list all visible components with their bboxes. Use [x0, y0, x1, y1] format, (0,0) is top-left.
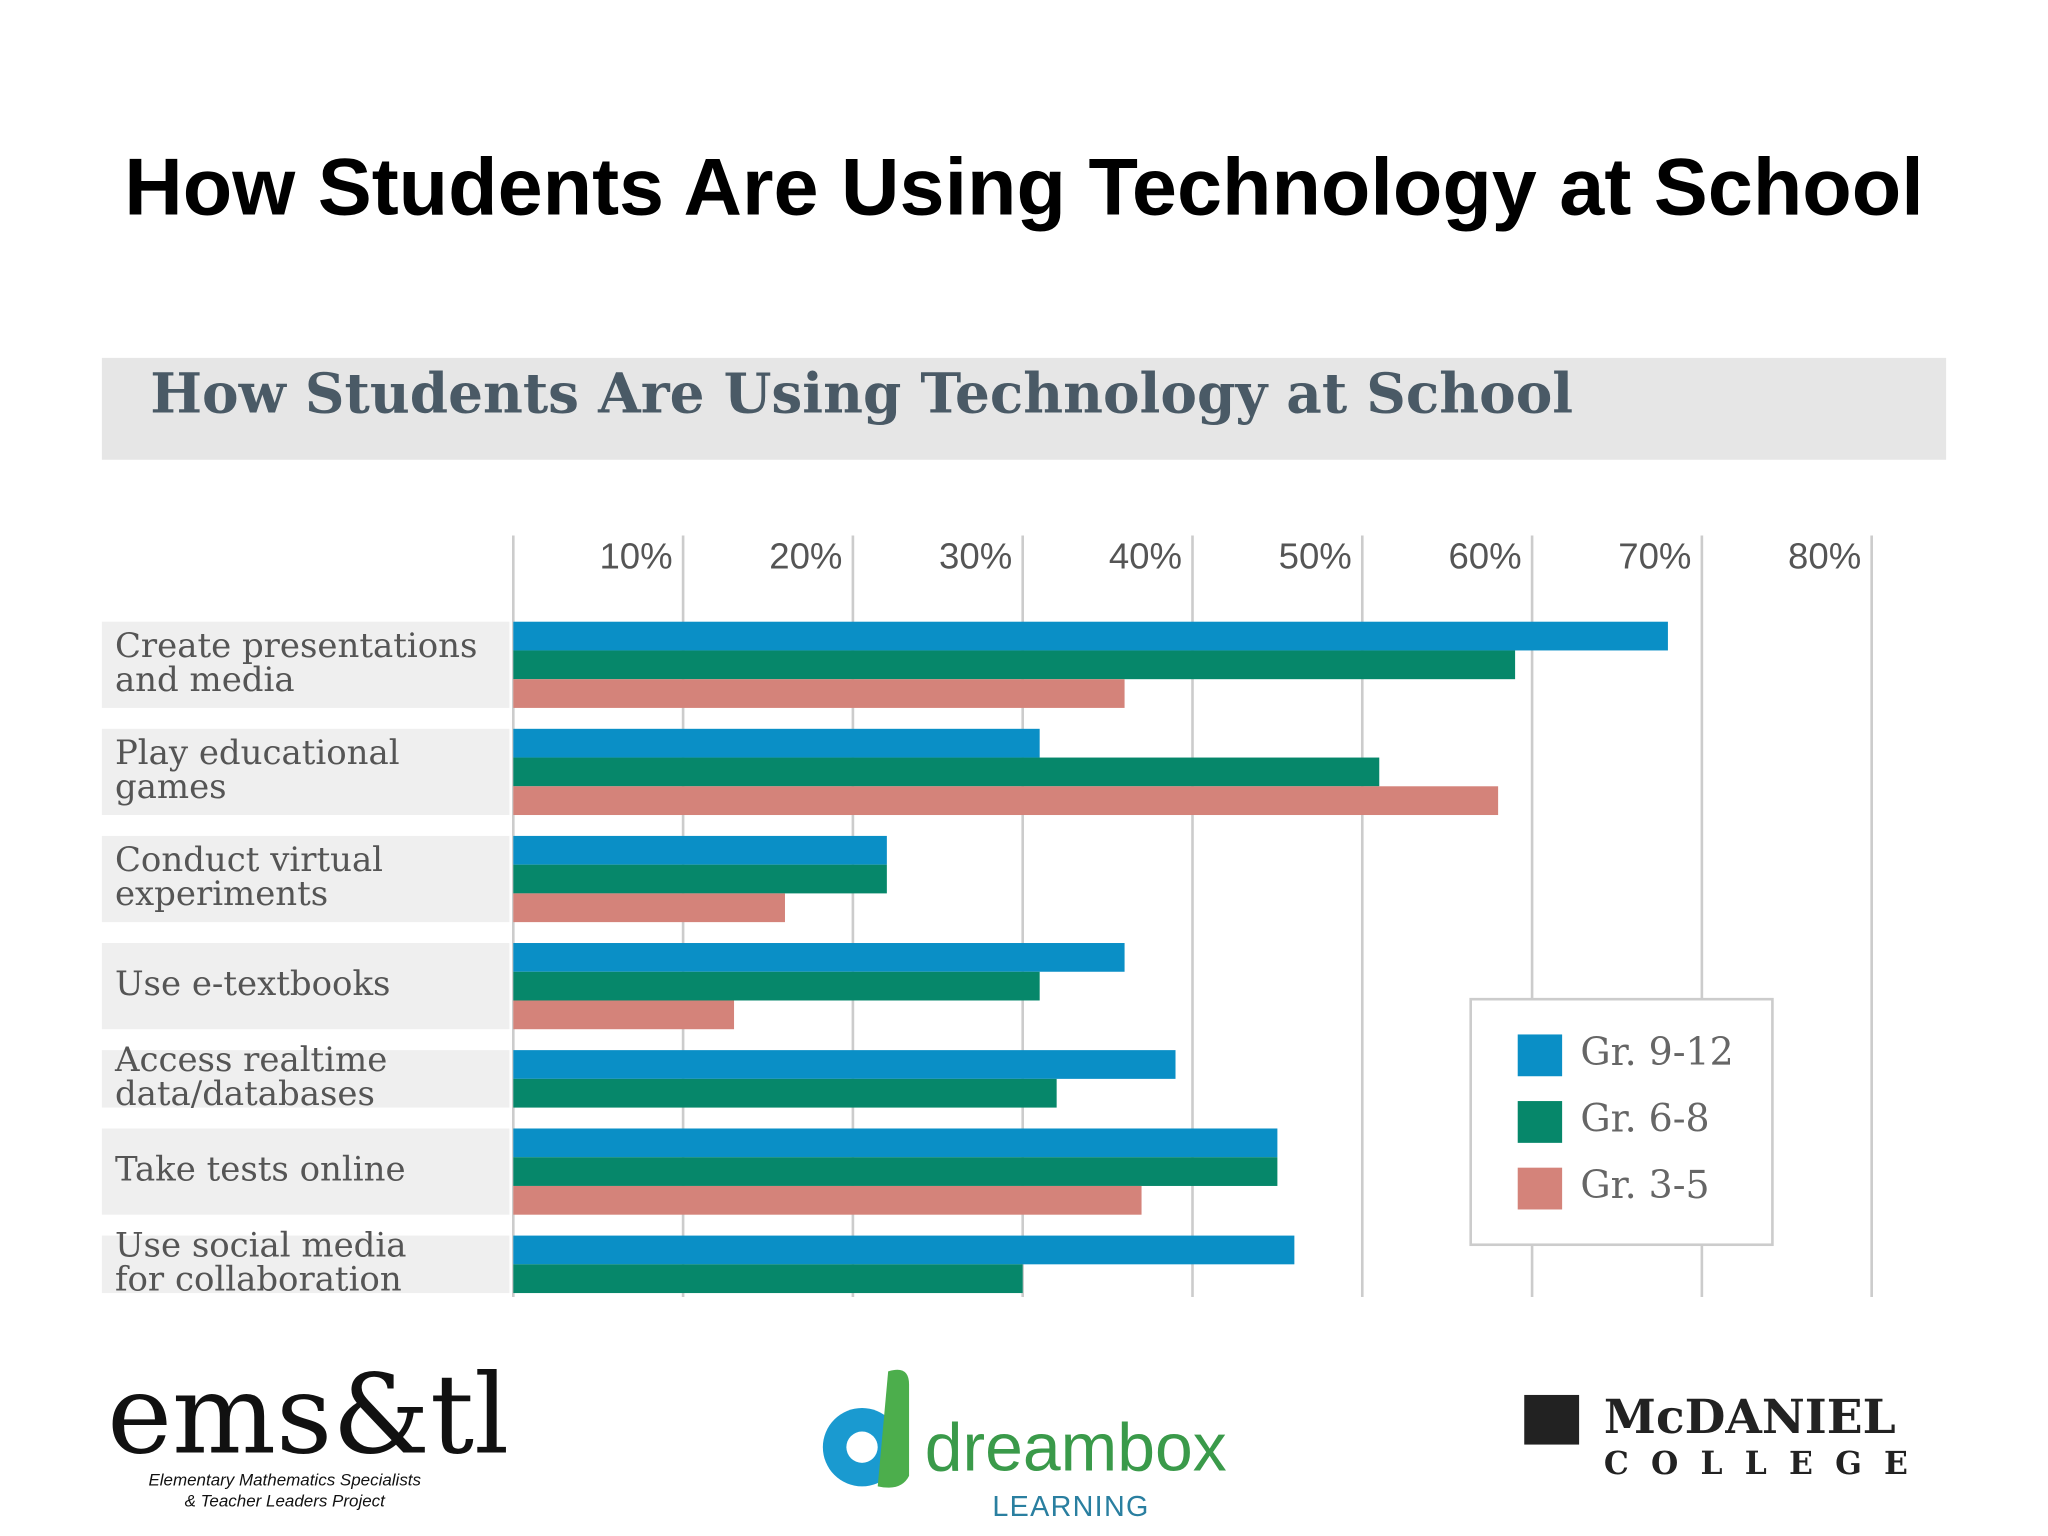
category-label: Use social media for collaboration: [115, 1225, 407, 1299]
x-tick-label: 30%: [939, 536, 1012, 577]
x-tick-label: 80%: [1788, 536, 1861, 577]
dreambox-icon: [822, 1369, 910, 1488]
x-tick-label: 10%: [599, 536, 672, 577]
category-band: [101, 728, 510, 816]
x-tick-label: 20%: [769, 536, 842, 577]
bar: [513, 864, 887, 894]
legend-swatch: [1517, 1167, 1563, 1210]
category-band: [101, 835, 510, 923]
category-band: [101, 1235, 510, 1294]
legend-label: Gr. 6-8: [1580, 1096, 1709, 1140]
bar: [513, 1157, 1278, 1186]
bar: [513, 835, 887, 865]
logo-mcdaniel: McDANIEL: [1604, 1390, 1896, 1445]
legend-swatch: [1517, 1101, 1563, 1143]
legend-label: Gr. 3-5: [1580, 1163, 1709, 1207]
bar: [513, 757, 1380, 787]
category-band: [101, 943, 510, 1030]
bar: [513, 1235, 1295, 1265]
category-label: Create presentations and media: [115, 626, 477, 700]
x-tick-label: 50%: [1279, 536, 1352, 577]
bar: [513, 1264, 1023, 1294]
category-label: Play educational games: [115, 733, 400, 807]
category-label: Use e-textbooks: [115, 964, 391, 1004]
legend-swatch: [1517, 1034, 1563, 1077]
x-tick-label: 60%: [1448, 536, 1521, 577]
bar: [513, 943, 1125, 972]
slide-title: How Students Are Using Technology at Sch…: [124, 143, 1923, 233]
bar: [513, 1128, 1278, 1158]
logo-mcdaniel-sub: COLLEGE: [1604, 1446, 1930, 1482]
bar: [513, 679, 1125, 708]
bar: [513, 893, 785, 923]
bar: [513, 1000, 735, 1030]
bar: [513, 650, 1516, 680]
category-label: Take tests online: [115, 1150, 406, 1190]
legend-label: Gr. 9-12: [1580, 1030, 1733, 1074]
bar: [513, 728, 1040, 758]
category-label: Access realtime data/databases: [114, 1040, 387, 1114]
mcdaniel-icon: [1524, 1394, 1580, 1445]
category-band: [101, 1128, 510, 1215]
logo-dreambox-sub: LEARNING: [992, 1491, 1149, 1523]
bar: [513, 1185, 1142, 1215]
bar: [513, 1078, 1057, 1108]
logo-emstl-line: & Teacher Leaders Project: [185, 1492, 387, 1511]
bar: [513, 971, 1040, 1001]
logo-dreambox: dreambox: [925, 1410, 1227, 1485]
category-band: [101, 621, 510, 708]
category-label: Conduct virtual experiments: [115, 840, 383, 914]
bar: [513, 621, 1668, 651]
category-band: [101, 1050, 510, 1108]
x-tick-label: 40%: [1109, 536, 1182, 577]
x-tick-label: 70%: [1618, 536, 1691, 577]
chart-title: How Students Are Using Technology at Sch…: [150, 360, 1573, 425]
bar: [513, 786, 1499, 816]
bar: [513, 1050, 1176, 1079]
chart-title-banner: [101, 357, 1947, 460]
logo-emstl-line: Elementary Mathematics Specialists: [148, 1471, 421, 1490]
logo-emstl: ems&tl: [107, 1351, 509, 1479]
